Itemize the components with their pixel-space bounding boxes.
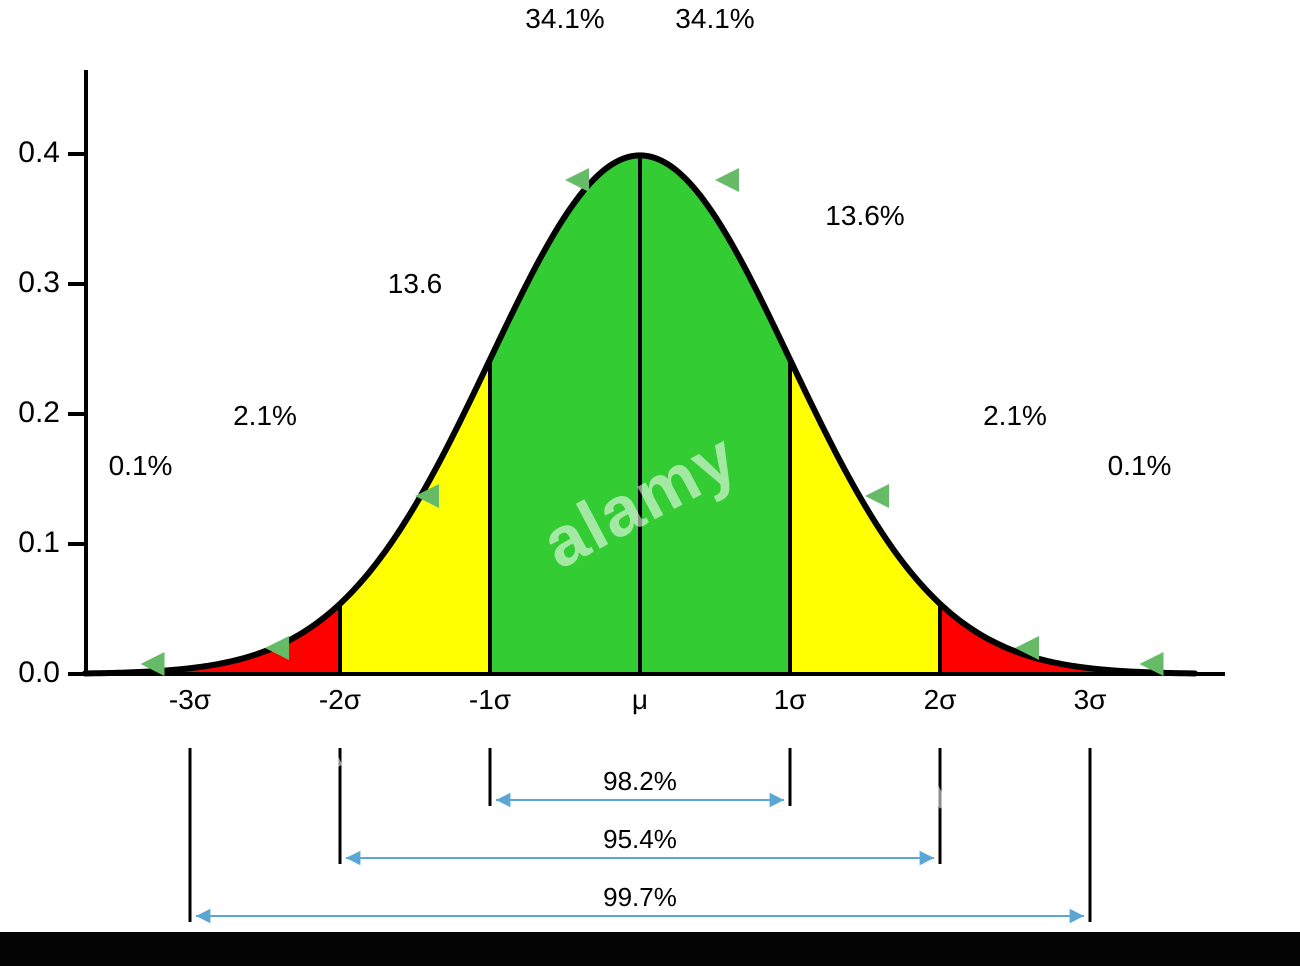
- x-tick-label: 2σ: [924, 684, 957, 716]
- x-tick-label: μ: [632, 684, 648, 716]
- x-tick-label: -3σ: [169, 684, 211, 716]
- y-tick-label: 0.2: [0, 396, 60, 430]
- x-tick-label: -2σ: [319, 684, 361, 716]
- x-tick-label: -1σ: [469, 684, 511, 716]
- region-percent-label: 34.1%: [675, 3, 754, 35]
- x-tick-label: 3σ: [1074, 684, 1107, 716]
- y-tick-label: 0.0: [0, 656, 60, 690]
- range-percent-label: 95.4%: [603, 824, 677, 855]
- region-fill: [490, 155, 640, 674]
- region-percent-label: 13.6: [388, 268, 443, 300]
- region-percent-label: 0.1%: [1108, 450, 1172, 482]
- region-percent-label: 2.1%: [233, 400, 297, 432]
- region-percent-label: 13.6%: [825, 200, 904, 232]
- region-fill: [640, 155, 790, 674]
- y-tick-label: 0.3: [0, 266, 60, 300]
- range-percent-label: 99.7%: [603, 882, 677, 913]
- normal-distribution-chart: [0, 0, 1300, 966]
- range-percent-label: 98.2%: [603, 766, 677, 797]
- bottom-bar: [0, 932, 1300, 966]
- region-percent-label: 0.1%: [109, 450, 173, 482]
- y-tick-label: 0.4: [0, 136, 60, 170]
- region-percent-label: 34.1%: [525, 3, 604, 35]
- x-tick-label: 1σ: [774, 684, 807, 716]
- region-percent-label: 2.1%: [983, 400, 1047, 432]
- y-tick-label: 0.1: [0, 526, 60, 560]
